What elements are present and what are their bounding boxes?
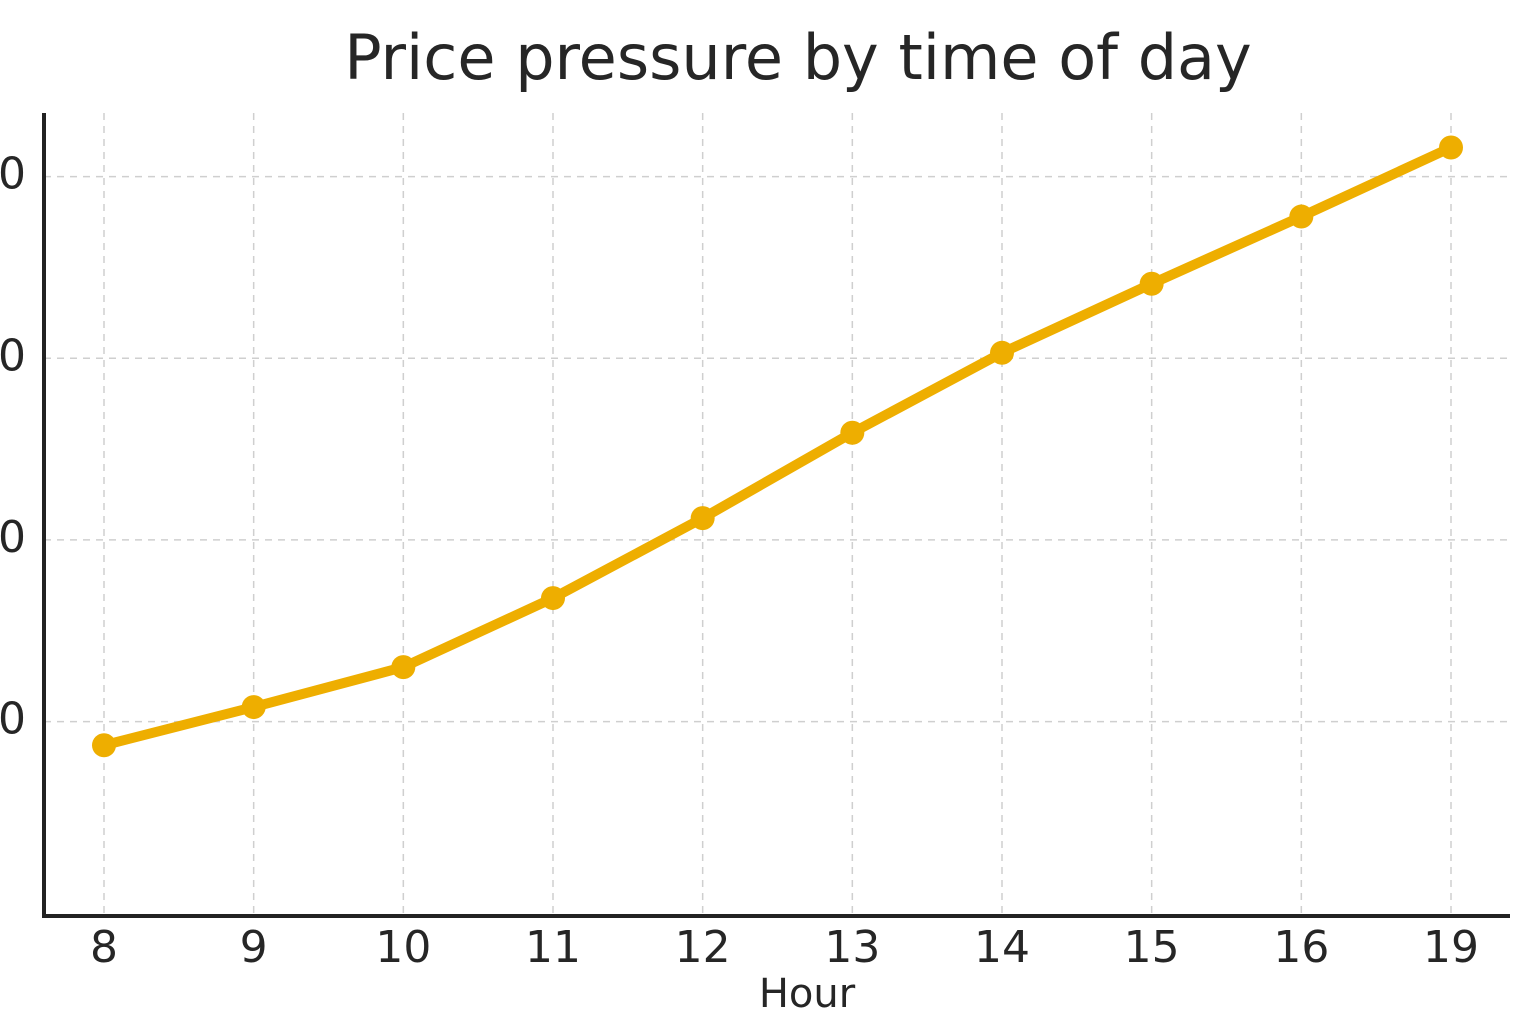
x-tick-label: 11 (525, 922, 581, 973)
marker (541, 586, 565, 611)
marker (391, 655, 416, 680)
marker (241, 695, 266, 720)
y-tick-label: 0 (0, 330, 26, 381)
x-tick-label: 13 (824, 922, 880, 973)
marker (840, 420, 865, 445)
y-tick-label: 0 (0, 512, 26, 563)
marker (1439, 135, 1463, 160)
y-tick-label: 0 (0, 694, 26, 745)
x-tick-label: 19 (1423, 922, 1479, 973)
x-axis-label: Hour (759, 971, 856, 1017)
marker (92, 733, 116, 758)
x-tick-label: 16 (1273, 922, 1329, 973)
line (102, 142, 1454, 751)
y-tick-label: 0 (0, 149, 26, 200)
x-tick-label: 8 (90, 922, 118, 973)
marker (690, 506, 715, 531)
x-tick-label: 10 (375, 922, 431, 973)
marker (1289, 204, 1314, 229)
marker (1139, 271, 1164, 296)
x-tick-label: 15 (1124, 922, 1180, 973)
x-tick-label: 9 (240, 922, 268, 973)
x-tick-label: 12 (675, 922, 731, 973)
chart-title: Price pressure by time of day (344, 21, 1252, 94)
marker (990, 340, 1014, 365)
x-tick-label: 14 (974, 922, 1030, 973)
